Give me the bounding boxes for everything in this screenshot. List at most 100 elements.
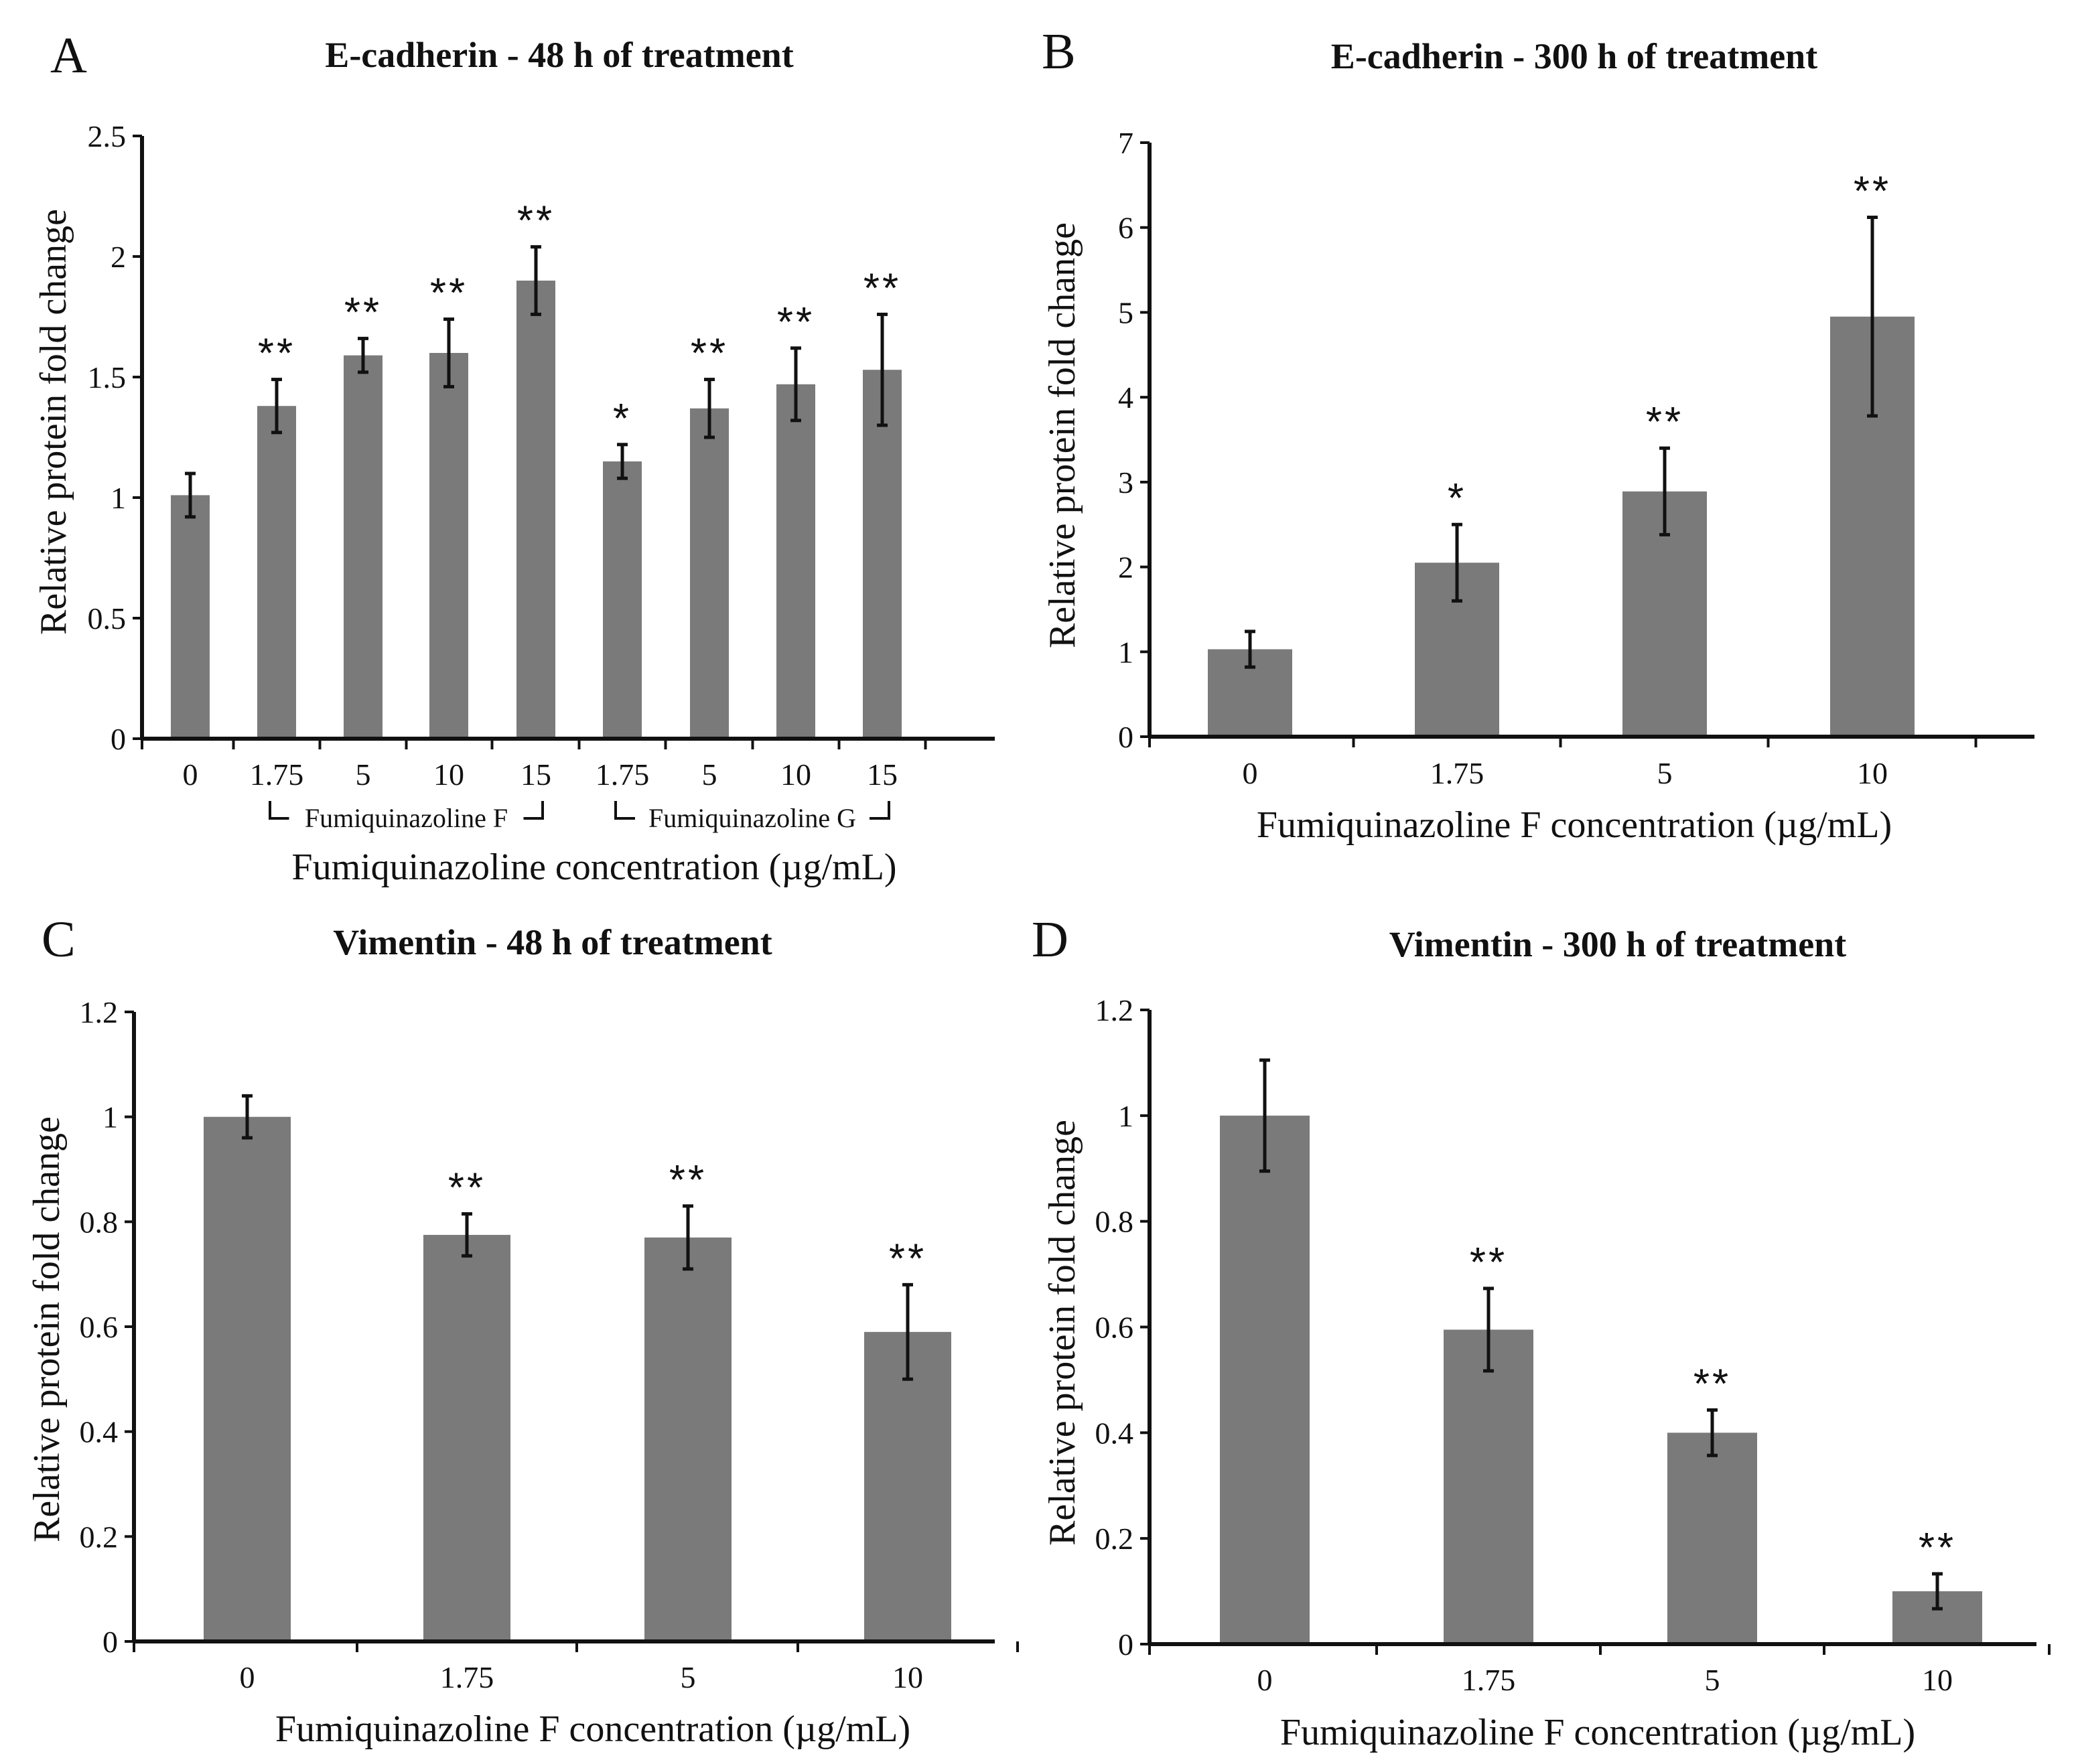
x-tick-label: 10 [1922, 1663, 1953, 1697]
bar [690, 408, 729, 739]
bar [429, 353, 468, 739]
significance-marker: ** [777, 299, 815, 346]
y-tick-label: 2 [1118, 550, 1133, 585]
y-tick-label: 7 [1118, 126, 1133, 160]
significance-marker: ** [430, 271, 468, 317]
group-bracket-right [870, 801, 890, 820]
y-tick-label: 0 [111, 722, 126, 756]
x-tick-label: 5 [681, 1660, 696, 1694]
bar [1220, 1115, 1310, 1644]
x-tick-label: 1.75 [1430, 756, 1484, 790]
group-label: Fumiquinazoline F [305, 803, 508, 833]
y-tick-label: 0.8 [1095, 1205, 1134, 1239]
y-axis-label: Relative protein fold change [1042, 222, 1083, 648]
x-tick-label: 5 [1705, 1663, 1720, 1697]
panel-letter: C [42, 911, 76, 968]
y-tick-label: 1.5 [88, 360, 127, 394]
panel-letter: A [50, 27, 87, 84]
y-tick-label: 0.5 [88, 601, 127, 636]
x-axis-label: Fumiquinazoline concentration (µg/mL) [291, 847, 896, 888]
y-tick-label: 1 [1118, 1099, 1133, 1133]
significance-marker: ** [691, 331, 728, 377]
significance-marker: ** [1646, 399, 1683, 445]
x-tick-label: 1.75 [596, 757, 650, 792]
significance-marker: ** [863, 265, 901, 311]
y-tick-label: 0 [102, 1625, 118, 1659]
x-axis-label: Fumiquinazoline F concentration (µg/mL) [275, 1708, 910, 1750]
chart-panel-d: D Vimentin - 300 h of treatment 0 ** 1.75 ** 5… [1032, 911, 2051, 1753]
significance-marker: * [1448, 475, 1466, 522]
x-tick-label: 10 [433, 757, 464, 792]
bar [344, 355, 383, 739]
chart-panel-b: B E-cadherin - 300 h of treatment 0 * 1.75 **… [1042, 23, 2034, 846]
bar [864, 1331, 951, 1641]
y-tick-label: 0.2 [80, 1520, 119, 1554]
bar [644, 1237, 732, 1641]
bar [776, 384, 815, 739]
y-tick-label: 0.4 [1095, 1416, 1134, 1450]
x-tick-label: 1.75 [250, 757, 304, 792]
chart-title: Vimentin - 48 h of treatment [333, 922, 772, 962]
y-tick-label: 1 [1118, 635, 1133, 669]
x-tick-label: 10 [1857, 756, 1888, 790]
significance-marker: ** [669, 1157, 707, 1203]
x-axis-label: Fumiquinazoline F concentration (µg/mL) [1280, 1712, 1915, 1753]
y-tick-label: 0 [1118, 1627, 1133, 1662]
chart-panel-a: A E-cadherin - 48 h of treatment0**1.75**… [33, 27, 995, 888]
panel-letter: D [1032, 911, 1068, 968]
x-tick-label: 15 [867, 757, 898, 792]
y-tick-label: 6 [1118, 211, 1133, 245]
significance-marker: ** [258, 331, 295, 377]
chart-title: Vimentin - 300 h of treatment [1389, 924, 1846, 964]
bar [171, 495, 210, 739]
chart-panel-c: C Vimentin - 48 h of treatment 0 ** 1.75 ** 5 *… [26, 911, 1019, 1750]
y-tick-label: 0 [1118, 720, 1133, 754]
x-tick-label: 5 [1657, 756, 1673, 790]
y-tick-label: 1 [111, 481, 126, 515]
panel-letter: B [1042, 23, 1076, 80]
y-tick-label: 4 [1118, 380, 1133, 415]
chart-title: E-cadherin - 48 h of treatment [325, 35, 793, 75]
y-tick-label: 2.5 [88, 119, 127, 153]
y-tick-label: 0.2 [1095, 1522, 1134, 1556]
x-tick-label: 1.75 [440, 1660, 494, 1694]
x-tick-label: 15 [521, 757, 551, 792]
y-tick-label: 1 [102, 1100, 118, 1134]
y-tick-label: 0.6 [80, 1310, 119, 1344]
x-tick-label: 10 [780, 757, 811, 792]
group-bracket-right [523, 801, 544, 820]
y-tick-label: 0.6 [1095, 1311, 1134, 1345]
y-tick-label: 1.2 [80, 995, 119, 1029]
bar [257, 406, 296, 739]
bar [603, 461, 642, 739]
y-tick-label: 1.2 [1095, 993, 1134, 1027]
significance-marker: ** [889, 1236, 926, 1282]
x-tick-label: 0 [183, 757, 198, 792]
bar [516, 281, 555, 739]
x-axis-label: Fumiquinazoline F concentration (µg/mL) [1257, 804, 1892, 846]
bar [423, 1234, 510, 1641]
y-axis-label: Relative protein fold change [1042, 1120, 1083, 1546]
y-tick-label: 3 [1118, 465, 1133, 500]
y-tick-label: 5 [1118, 295, 1133, 329]
significance-marker: ** [1470, 1240, 1507, 1286]
x-tick-label: 5 [702, 757, 717, 792]
significance-marker: * [613, 396, 632, 442]
group-bracket-left [269, 801, 289, 820]
bar [863, 370, 902, 739]
significance-marker: ** [1693, 1361, 1731, 1407]
group-bracket-left [614, 801, 635, 820]
x-tick-label: 1.75 [1462, 1663, 1516, 1697]
chart-title: E-cadherin - 300 h of treatment [1331, 36, 1817, 76]
significance-marker: ** [517, 198, 555, 244]
y-axis-label: Relative protein fold change [26, 1116, 68, 1542]
y-tick-label: 0.8 [80, 1205, 119, 1239]
x-tick-label: 0 [1257, 1663, 1273, 1697]
y-tick-label: 0.4 [80, 1415, 119, 1449]
group-label: Fumiquinazoline G [648, 803, 856, 833]
significance-marker: ** [448, 1165, 486, 1211]
x-tick-label: 10 [892, 1660, 923, 1694]
bar [204, 1116, 291, 1641]
x-tick-label: 0 [240, 1660, 255, 1694]
